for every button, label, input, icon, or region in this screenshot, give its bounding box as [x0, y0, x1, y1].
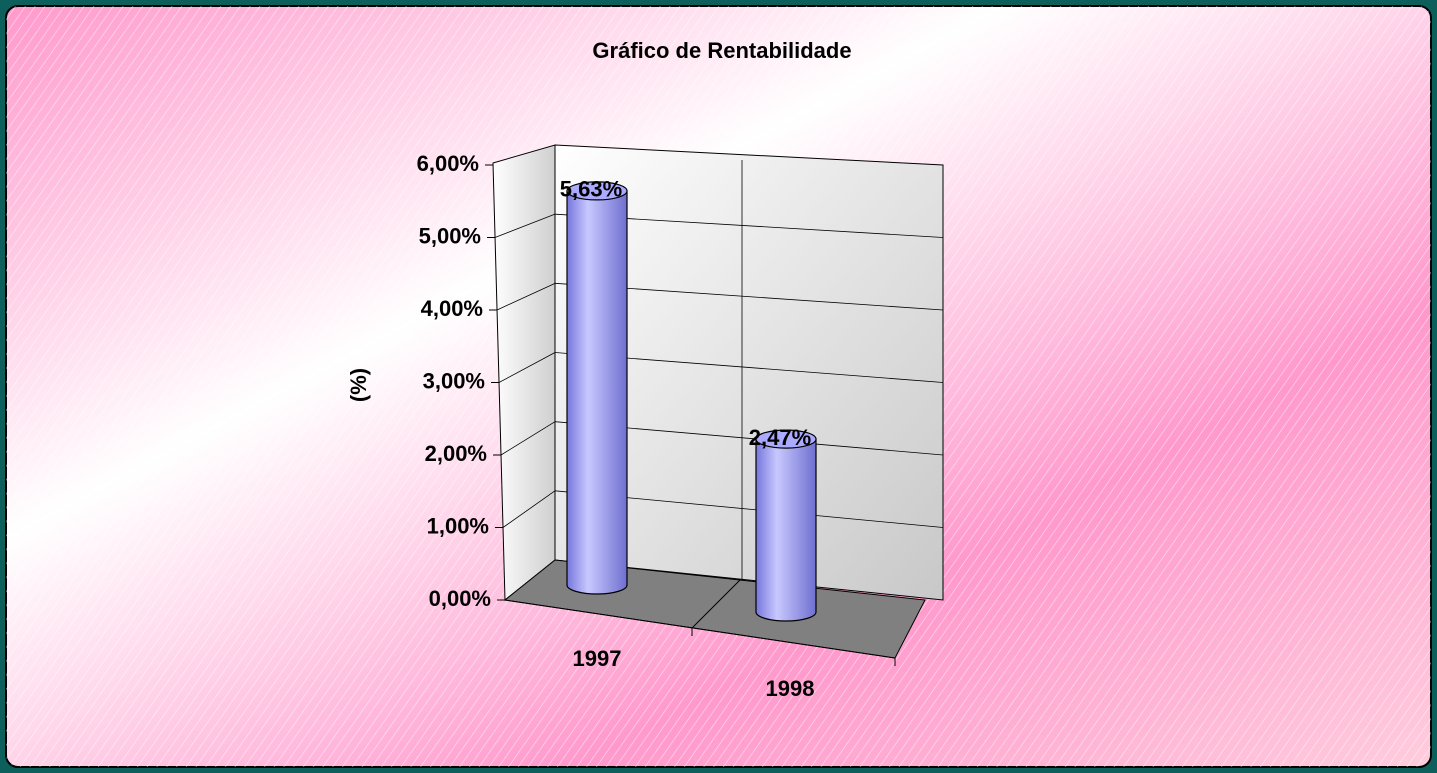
chart-title: Gráfico de Rentabilidade: [592, 38, 851, 63]
x-tick-label: 1998: [766, 676, 815, 701]
y-axis-label: (%): [346, 368, 371, 402]
data-label: 5,63%: [560, 177, 622, 202]
floor-divider: [691, 579, 741, 629]
data-label: 2,47%: [749, 425, 811, 450]
marks: 5,63% 1997 2,47% 1998: [560, 177, 817, 701]
bar: [755, 438, 817, 622]
x-axis-line: [504, 599, 896, 659]
grid-line: [500, 421, 556, 456]
bar: [566, 190, 628, 595]
bar-top: [566, 181, 628, 201]
y-tick-label: 5,00%: [419, 223, 481, 248]
x-tick-label: 1997: [573, 646, 622, 671]
y-tick-label: 4,00%: [421, 296, 483, 321]
y-tick-label: 6,00%: [417, 151, 479, 176]
y-tick-label: 3,00%: [423, 368, 485, 393]
y-tick-label: 2,00%: [425, 441, 487, 466]
y-tick-label: 1,00%: [427, 513, 489, 538]
y-tick-label: 0,00%: [429, 586, 491, 611]
grid-line: [494, 213, 556, 238]
grid-line: [496, 282, 556, 311]
grid: 0,00% 1,00% 2,00% 3,00% 4,00% 5,00% 6,00%: [417, 151, 944, 611]
grid-line: [502, 490, 556, 528]
grid-line: [498, 352, 556, 383]
bar-top: [755, 429, 817, 449]
